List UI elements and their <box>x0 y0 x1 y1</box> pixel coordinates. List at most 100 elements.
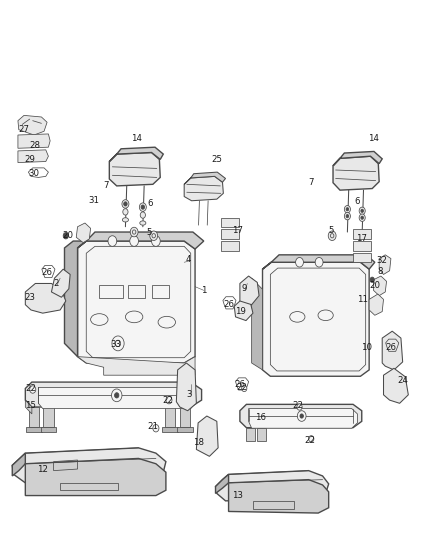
Text: 14: 14 <box>131 134 142 143</box>
Circle shape <box>346 215 349 217</box>
Circle shape <box>328 231 336 240</box>
Circle shape <box>153 424 159 432</box>
Text: 9: 9 <box>241 284 247 293</box>
Text: 20: 20 <box>369 280 380 289</box>
Polygon shape <box>374 276 387 296</box>
Polygon shape <box>41 426 56 432</box>
Polygon shape <box>51 269 70 297</box>
Polygon shape <box>333 151 382 166</box>
Polygon shape <box>25 382 201 407</box>
Polygon shape <box>184 176 223 201</box>
Bar <box>353 241 371 251</box>
Circle shape <box>122 200 129 208</box>
Circle shape <box>152 236 160 246</box>
Text: 15: 15 <box>25 401 36 410</box>
Circle shape <box>359 207 365 215</box>
Text: 26: 26 <box>41 268 52 277</box>
Polygon shape <box>240 405 362 427</box>
Bar <box>221 229 240 239</box>
Circle shape <box>112 336 124 351</box>
Text: 32: 32 <box>377 256 388 265</box>
Polygon shape <box>215 471 328 501</box>
Text: 31: 31 <box>88 196 99 205</box>
Text: 29: 29 <box>24 155 35 164</box>
Polygon shape <box>18 134 50 148</box>
Text: 27: 27 <box>18 125 29 134</box>
Polygon shape <box>78 232 204 249</box>
Bar <box>152 285 169 298</box>
Text: 3: 3 <box>187 390 192 399</box>
Text: 22: 22 <box>236 383 247 392</box>
Polygon shape <box>262 255 375 269</box>
Text: 19: 19 <box>235 307 246 316</box>
Circle shape <box>112 389 122 402</box>
Text: 18: 18 <box>193 438 204 447</box>
Polygon shape <box>184 172 226 184</box>
Text: 12: 12 <box>37 465 48 473</box>
Text: 4: 4 <box>186 255 191 264</box>
Text: 26: 26 <box>223 300 234 309</box>
Text: 5: 5 <box>328 226 334 235</box>
Circle shape <box>124 202 127 206</box>
Circle shape <box>150 231 158 240</box>
Polygon shape <box>384 368 408 403</box>
Text: 30: 30 <box>28 169 39 178</box>
Circle shape <box>130 236 138 246</box>
Polygon shape <box>78 241 195 363</box>
Text: 22: 22 <box>293 401 304 410</box>
Bar <box>353 253 371 262</box>
Polygon shape <box>257 427 266 441</box>
Text: 17: 17 <box>356 235 367 244</box>
Polygon shape <box>110 147 163 161</box>
Text: 7: 7 <box>103 181 109 190</box>
Polygon shape <box>12 453 25 476</box>
Bar <box>353 229 371 239</box>
Text: 22: 22 <box>304 436 315 445</box>
Circle shape <box>361 209 364 213</box>
Text: 5: 5 <box>147 228 152 237</box>
Polygon shape <box>379 255 391 274</box>
Circle shape <box>108 236 117 246</box>
Circle shape <box>242 385 247 392</box>
Circle shape <box>297 411 306 421</box>
Polygon shape <box>369 294 384 316</box>
Polygon shape <box>43 407 53 426</box>
Polygon shape <box>177 426 193 432</box>
Text: 1: 1 <box>201 286 207 295</box>
Text: 26: 26 <box>385 343 396 352</box>
Polygon shape <box>29 407 39 426</box>
Text: 11: 11 <box>357 295 368 304</box>
Circle shape <box>30 386 36 393</box>
Polygon shape <box>110 152 160 186</box>
Bar <box>127 285 145 298</box>
Text: 28: 28 <box>30 141 41 150</box>
Polygon shape <box>25 400 32 414</box>
Polygon shape <box>180 407 190 426</box>
Circle shape <box>139 203 146 212</box>
Circle shape <box>300 414 304 418</box>
Text: 6: 6 <box>355 197 360 206</box>
Circle shape <box>130 227 138 237</box>
Polygon shape <box>196 416 218 456</box>
Text: 21: 21 <box>147 422 159 431</box>
Polygon shape <box>229 480 328 513</box>
Polygon shape <box>215 474 229 494</box>
Polygon shape <box>12 448 166 483</box>
Polygon shape <box>262 262 369 376</box>
Polygon shape <box>252 278 262 370</box>
Polygon shape <box>39 387 195 409</box>
Text: 13: 13 <box>232 491 243 500</box>
Circle shape <box>63 232 68 239</box>
Polygon shape <box>177 363 196 411</box>
Polygon shape <box>18 115 47 135</box>
Circle shape <box>296 257 304 267</box>
Circle shape <box>123 209 128 215</box>
Text: 22: 22 <box>25 384 36 393</box>
Polygon shape <box>234 300 253 320</box>
Circle shape <box>359 214 365 221</box>
Polygon shape <box>249 409 357 428</box>
Bar <box>221 217 240 227</box>
Text: 26: 26 <box>234 379 245 389</box>
Text: 17: 17 <box>232 226 243 235</box>
Text: 10: 10 <box>360 343 371 352</box>
